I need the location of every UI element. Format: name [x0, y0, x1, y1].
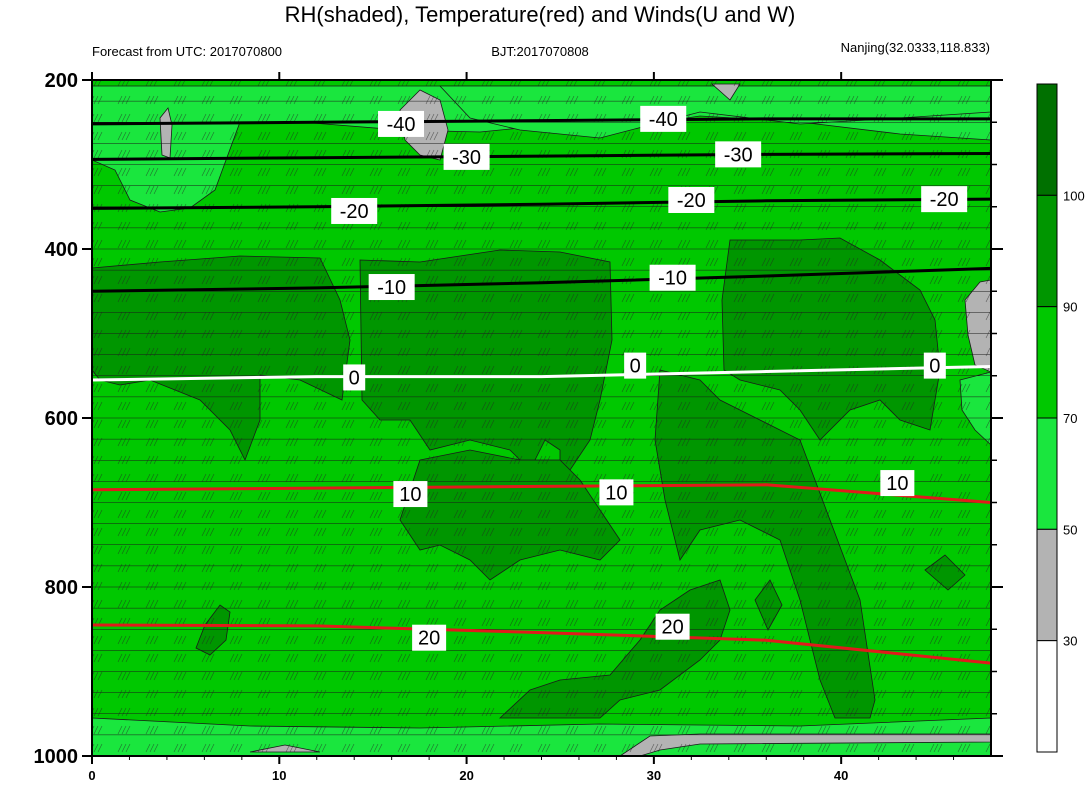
contour-label-text: -30 [452, 147, 481, 169]
contour-label-text: 10 [399, 484, 421, 506]
contour-label-box [393, 481, 428, 508]
contour-label-text: 0 [929, 356, 940, 378]
contour-label-box [715, 141, 762, 168]
station-label: Nanjing(32.0333,118.833) [841, 40, 990, 55]
contour-label: 0 [343, 364, 366, 391]
contour-label: 20 [412, 624, 447, 651]
contour-label-text: 20 [418, 628, 440, 650]
contour-label: -40 [378, 110, 425, 137]
contour-label-box [624, 352, 647, 379]
y-tick-label: 400 [45, 239, 78, 261]
colorbar-tick-label: 30 [1063, 634, 1077, 649]
contour-label-box [640, 105, 687, 132]
contour-label-box [923, 352, 946, 379]
y-tick-label: 600 [45, 408, 78, 430]
colorbar-swatch [1036, 306, 1058, 419]
colorbar-tick-label: 70 [1063, 411, 1077, 426]
y-tick-label: 1000 [34, 746, 79, 768]
contour-labels: -40 -40 -30 -30 -20 -20 -20 -10 -10 0 0 0 10 10 10 20 20 [331, 105, 968, 651]
contour-label-box [343, 364, 366, 391]
contour-label: -20 [921, 186, 968, 213]
colorbar-swatch [1036, 640, 1058, 753]
contour-label-text: 20 [661, 617, 683, 639]
contour-label-text: 10 [886, 473, 908, 495]
contour-label-box [921, 186, 968, 213]
contour-label-text: -20 [677, 190, 706, 212]
contour-label-text: -30 [724, 144, 753, 166]
contour-label-box [668, 186, 715, 213]
x-tick-label: 10 [272, 768, 286, 783]
colorbar-tick-label: 90 [1063, 300, 1077, 315]
contour-label: 0 [624, 352, 647, 379]
contour-label-text: 0 [349, 367, 360, 389]
temperature-contour [92, 152, 991, 161]
temperature-contour [92, 365, 991, 382]
contour-label: -30 [715, 141, 762, 168]
contour-label-box [880, 470, 915, 497]
colorbar-swatch [1036, 417, 1058, 530]
contour-label-box [378, 110, 425, 137]
contour-label-box [412, 624, 447, 651]
contour-label: 10 [393, 481, 428, 508]
contour-label: -10 [368, 274, 415, 301]
temperature-contours [92, 117, 991, 665]
contour-label-box [443, 143, 490, 170]
rh-shading [92, 80, 991, 756]
contour-label: -40 [640, 105, 687, 132]
temperature-contour [92, 623, 991, 665]
temperature-contour [92, 483, 991, 504]
contour-label-text: -20 [930, 189, 959, 211]
contour-label-box [599, 479, 634, 506]
temperature-contour [92, 117, 991, 126]
contour-label-box [655, 613, 690, 640]
contour-label-text: 0 [630, 356, 641, 378]
temperature-contour [92, 197, 991, 210]
contour-label: -30 [443, 143, 490, 170]
contour-label-text: -40 [387, 114, 416, 136]
colorbar-swatch [1036, 83, 1058, 196]
contour-label-text: 10 [605, 482, 627, 504]
contour-label-text: -10 [377, 277, 406, 299]
contour-label-box [331, 197, 378, 224]
contour-label-text: -20 [340, 201, 369, 223]
forecast-label: Forecast from UTC: 2017070800 [92, 44, 282, 59]
contour-label-box [368, 274, 415, 301]
contour-label-text: -40 [649, 109, 678, 131]
contour-label-text: -10 [658, 268, 687, 290]
y-tick-label: 800 [45, 577, 78, 599]
contour-label: 10 [599, 479, 634, 506]
contour-label: -10 [649, 264, 696, 291]
chart-title: RH(shaded), Temperature(red) and Winds(U… [285, 2, 796, 27]
x-tick-label: 20 [459, 768, 473, 783]
colorbar-tick-label: 50 [1063, 522, 1077, 537]
temperature-contour [92, 266, 991, 293]
wind-barbs [92, 80, 991, 756]
colorbar-tick-label: 100 [1063, 188, 1085, 203]
contour-label: -20 [331, 197, 378, 224]
contour-label-box [649, 264, 696, 291]
contour-label: 0 [923, 352, 946, 379]
y-tick-label: 200 [45, 70, 78, 92]
bjt-label: BJT:2017070808 [491, 44, 589, 59]
x-tick-label: 30 [647, 768, 661, 783]
x-tick-label: 40 [834, 768, 848, 783]
contour-label: 20 [655, 613, 690, 640]
colorbar-swatch [1036, 194, 1058, 308]
x-tick-label: 0 [88, 768, 95, 783]
colorbar: 30 50 70 90 100 [1036, 83, 1085, 753]
contour-label: 10 [880, 470, 915, 497]
x-axis: 0 10 20 30 40 [88, 72, 955, 783]
contour-label: -20 [668, 186, 715, 213]
colorbar-swatch [1036, 528, 1058, 642]
